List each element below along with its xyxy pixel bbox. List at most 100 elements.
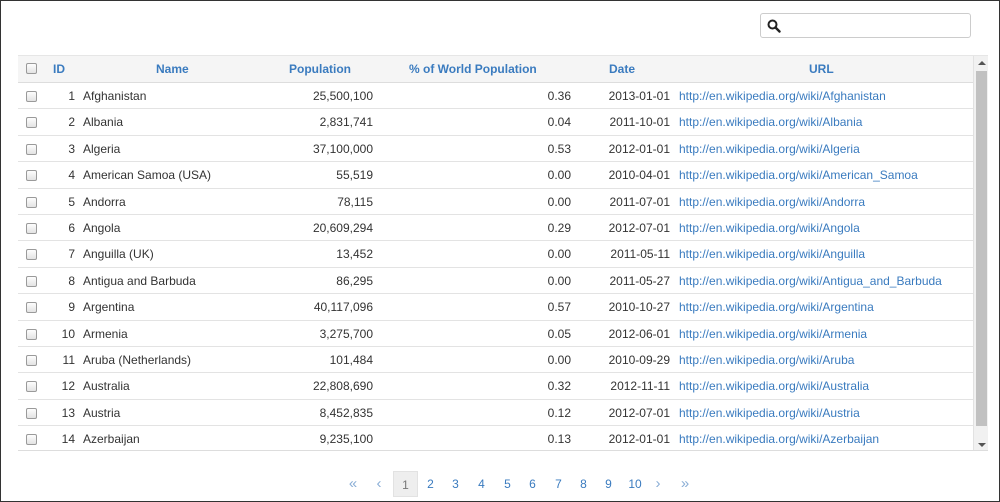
cell-url-link[interactable]: http://en.wikipedia.org/wiki/Andorra [679, 194, 866, 209]
table-row[interactable]: 1 Afghanistan 25,500,100 0.36 2013-01-01 http… [18, 83, 973, 110]
first-page-icon[interactable]: « [348, 475, 358, 492]
cell-world-population: 0.00 [547, 352, 571, 367]
table-row[interactable]: 4 American Samoa (USA) 55,519 0.00 2010-04-0… [18, 162, 973, 189]
vertical-scrollbar[interactable] [973, 56, 988, 450]
table-body: 1 Afghanistan 25,500,100 0.36 2013-01-01 http… [18, 83, 973, 450]
cell-url-link[interactable]: http://en.wikipedia.org/wiki/Armenia [679, 326, 868, 341]
row-checkbox[interactable] [26, 381, 37, 393]
cell-population: 40,117,096 [313, 300, 373, 315]
row-checkbox[interactable] [26, 249, 37, 261]
table-row[interactable]: 9 Argentina 40,117,096 0.57 2010-10-27 http:/… [18, 294, 973, 321]
cell-date: 2011-05-27 [609, 273, 671, 288]
column-header-world-population[interactable]: % of World Population [409, 62, 537, 76]
cell-url-link[interactable]: http://en.wikipedia.org/wiki/Austria [679, 405, 860, 420]
cell-date: 2011-07-01 [609, 194, 671, 209]
cell-world-population: 0.29 [547, 220, 571, 235]
table-row[interactable]: 11 Aruba (Netherlands) 101,484 0.00 2010-09-… [18, 347, 973, 374]
row-checkbox[interactable] [26, 143, 37, 155]
cell-date: 2013-01-01 [608, 89, 670, 103]
search-input[interactable] [785, 16, 967, 35]
page-5-button[interactable]: 5 [504, 477, 511, 491]
row-checkbox[interactable] [26, 354, 37, 366]
table-row[interactable]: 7 Anguilla (UK) 13,452 0.00 2011-05-11 http:/… [18, 241, 973, 268]
cell-date: 2012-07-01 [608, 405, 670, 420]
cell-name: Anguilla (UK) [83, 247, 154, 262]
cell-url-link[interactable]: http://en.wikipedia.org/wiki/American_Sa… [679, 168, 918, 183]
cell-name: Armenia [83, 326, 128, 341]
cell-url-link[interactable]: http://en.wikipedia.org/wiki/Antigua_and… [679, 273, 942, 288]
cell-url-link[interactable]: http://en.wikipedia.org/wiki/Angola [679, 220, 860, 235]
page-1-button[interactable]: 1 [393, 471, 418, 497]
cell-date: 2011-05-11 [610, 247, 670, 262]
column-header-url[interactable]: URL [809, 62, 834, 76]
cell-name: Aruba (Netherlands) [83, 352, 192, 367]
cell-date: 2012-01-01 [608, 432, 670, 447]
column-header-name[interactable]: Name [156, 62, 189, 76]
cell-date: 2012-07-01 [608, 220, 670, 235]
scrollbar-thumb[interactable] [976, 71, 987, 426]
table-row[interactable]: 12 Australia 22,808,690 0.32 2012-11-11 http:… [18, 373, 973, 400]
cell-date: 2010-09-29 [608, 352, 670, 367]
scroll-down-arrow-icon[interactable] [978, 443, 986, 447]
cell-name: Afghanistan [83, 89, 147, 103]
cell-url-link[interactable]: http://en.wikipedia.org/wiki/Australia [679, 379, 870, 394]
cell-name: Azerbaijan [83, 432, 140, 447]
previous-page-icon[interactable]: ‹ [376, 475, 382, 492]
next-page-icon[interactable]: › [655, 475, 661, 492]
cell-url-link[interactable]: http://en.wikipedia.org/wiki/Afghanistan [679, 89, 886, 103]
column-header-date[interactable]: Date [609, 62, 636, 76]
page-3-button[interactable]: 3 [452, 477, 459, 491]
row-checkbox[interactable] [26, 117, 37, 129]
page-4-button[interactable]: 4 [478, 477, 485, 491]
page-9-button[interactable]: 9 [605, 477, 612, 491]
cell-name: Albania [83, 115, 124, 130]
cell-url-link[interactable]: http://en.wikipedia.org/wiki/Argentina [679, 300, 874, 315]
cell-name: Algeria [83, 141, 121, 156]
cell-population: 86,295 [336, 273, 373, 288]
cell-population: 37,100,000 [312, 141, 373, 156]
cell-id: 9 [68, 300, 75, 315]
column-header-id[interactable]: ID [53, 62, 65, 76]
cell-world-population: 0.12 [547, 405, 571, 420]
table-row[interactable]: 5 Andorra 78,115 0.00 2011-07-01 http://en.wi… [18, 189, 973, 215]
table-row[interactable]: 3 Algeria 37,100,000 0.53 2012-01-01 http://e… [18, 136, 973, 163]
table-row[interactable]: 14 Azerbaijan 9,235,100 0.13 2012-01-01 http:… [18, 426, 973, 450]
table-row[interactable]: 13 Austria 8,452,835 0.12 2012-07-01 http://e… [18, 400, 973, 427]
cell-id: 4 [68, 168, 75, 183]
page-2-button[interactable]: 2 [427, 477, 434, 491]
cell-url-link[interactable]: http://en.wikipedia.org/wiki/Anguilla [679, 247, 866, 262]
row-checkbox[interactable] [26, 302, 37, 314]
cell-id: 12 [61, 379, 75, 394]
table-row[interactable]: 8 Antigua and Barbuda 86,295 0.00 2011-05-27… [18, 268, 973, 295]
cell-url-link[interactable]: http://en.wikipedia.org/wiki/Aruba [679, 352, 855, 367]
cell-world-population: 0.00 [547, 247, 571, 262]
row-checkbox[interactable] [26, 407, 37, 419]
table-row[interactable]: 2 Albania 2,831,741 0.04 2011-10-01 http://en… [18, 109, 973, 136]
row-checkbox[interactable] [26, 328, 37, 340]
page-6-button[interactable]: 6 [529, 477, 536, 491]
row-checkbox[interactable] [26, 196, 37, 208]
last-page-icon[interactable]: » [680, 475, 690, 492]
cell-url-link[interactable]: http://en.wikipedia.org/wiki/Algeria [679, 141, 860, 156]
page-10-button[interactable]: 10 [628, 477, 642, 491]
page-8-button[interactable]: 8 [580, 477, 587, 491]
row-checkbox[interactable] [26, 222, 37, 234]
cell-name: Andorra [83, 194, 126, 209]
cell-url-link[interactable]: http://en.wikipedia.org/wiki/Azerbaijan [679, 432, 880, 447]
cell-population: 9,235,100 [319, 432, 373, 447]
row-checkbox[interactable] [26, 434, 37, 446]
table-row[interactable]: 6 Angola 20,609,294 0.29 2012-07-01 http://en… [18, 215, 973, 242]
row-checkbox[interactable] [26, 170, 37, 182]
page-7-button[interactable]: 7 [555, 477, 562, 491]
cell-id: 13 [61, 405, 75, 420]
row-checkbox[interactable] [26, 275, 37, 287]
cell-id: 14 [61, 432, 75, 447]
column-header-population[interactable]: Population [289, 62, 351, 76]
table-row[interactable]: 10 Armenia 3,275,700 0.05 2012-06-01 http://e… [18, 321, 973, 347]
cell-url-link[interactable]: http://en.wikipedia.org/wiki/Albania [679, 115, 863, 130]
row-checkbox[interactable] [26, 91, 37, 102]
search-box[interactable] [760, 13, 971, 38]
cell-world-population: 0.04 [547, 115, 571, 130]
scroll-up-arrow-icon[interactable] [978, 61, 986, 65]
select-all-checkbox[interactable] [26, 63, 37, 74]
